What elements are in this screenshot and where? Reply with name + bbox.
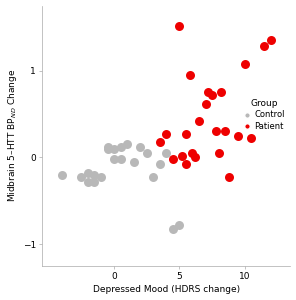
Control — [112, 157, 116, 162]
Patient — [262, 44, 267, 49]
Patient — [170, 157, 175, 162]
Control — [59, 172, 64, 177]
Control — [86, 179, 90, 184]
X-axis label: Depressed Mood (HDRS change): Depressed Mood (HDRS change) — [93, 285, 240, 294]
Control — [138, 145, 143, 149]
Control — [125, 142, 130, 147]
Patient — [190, 151, 195, 156]
Patient — [210, 93, 214, 98]
Control — [112, 146, 116, 151]
Patient — [203, 101, 208, 106]
Patient — [177, 23, 182, 28]
Control — [170, 226, 175, 231]
Control — [118, 145, 123, 149]
Y-axis label: Midbrain 5–HTT BP$_{ND}$ Change: Midbrain 5–HTT BP$_{ND}$ Change — [6, 69, 19, 202]
Control — [99, 174, 103, 179]
Patient — [206, 90, 210, 95]
Patient — [268, 38, 273, 43]
Patient — [242, 61, 247, 66]
Patient — [223, 129, 228, 134]
Control — [79, 174, 84, 179]
Control — [151, 174, 156, 179]
Patient — [184, 132, 188, 136]
Patient — [193, 155, 197, 160]
Control — [164, 151, 169, 156]
Patient — [157, 140, 162, 144]
Control — [118, 157, 123, 162]
Patient — [219, 90, 223, 95]
Patient — [236, 134, 241, 138]
Control — [86, 171, 90, 176]
Patient — [164, 132, 169, 136]
Patient — [227, 174, 231, 179]
Control — [144, 151, 149, 156]
Control — [105, 145, 110, 149]
Control — [131, 159, 136, 164]
Patient — [197, 118, 201, 123]
Patient — [214, 129, 218, 134]
Control — [105, 146, 110, 151]
Control — [177, 223, 182, 228]
Control — [92, 172, 97, 177]
Patient — [184, 162, 188, 167]
Control — [157, 162, 162, 167]
Patient — [187, 73, 192, 77]
Patient — [180, 153, 184, 158]
Patient — [249, 136, 254, 141]
Control — [92, 179, 97, 184]
Legend: Control, Patient: Control, Patient — [242, 98, 286, 132]
Patient — [216, 151, 221, 156]
